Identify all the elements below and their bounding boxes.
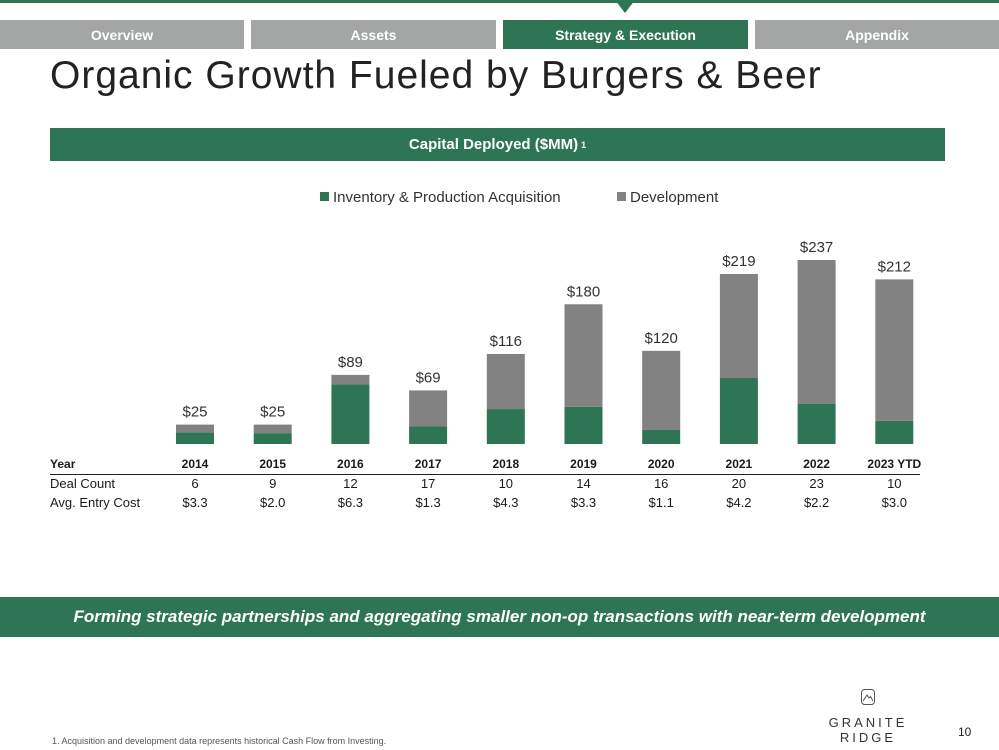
bar-total-label-3: $89 <box>338 354 363 371</box>
bar-total-label-5: $116 <box>490 333 522 350</box>
bar-acquisition-3 <box>331 384 369 444</box>
bar-development-2 <box>254 425 292 434</box>
footnote: 1. Acquisition and development data repr… <box>52 736 386 746</box>
avg-entry-cost-cell: $1.3 <box>383 495 473 510</box>
bar-development-5 <box>487 354 525 409</box>
table-header-label: Year <box>50 457 75 471</box>
legend-label-2: Development <box>630 189 719 206</box>
avg-entry-cost-cell: $4.3 <box>461 495 551 510</box>
year-tick-label: 2022 <box>772 457 862 471</box>
row-label-deal-count: Deal Count <box>50 476 115 491</box>
bar-total-label-9: $237 <box>800 239 833 256</box>
legend-swatch-1 <box>320 192 329 201</box>
bar-total-label-8: $219 <box>722 253 755 270</box>
bar-acquisition-6 <box>565 407 603 444</box>
bar-development-3 <box>331 375 369 384</box>
year-tick-label: 2019 <box>539 457 629 471</box>
avg-entry-cost-cell: $3.0 <box>849 495 939 510</box>
legend-label-1: Inventory & Production Acquisition <box>333 189 561 206</box>
year-tick-label: 2017 <box>383 457 473 471</box>
bar-development-7 <box>642 351 680 430</box>
bar-total-label-1: $25 <box>182 404 207 421</box>
year-tick-label: 2020 <box>616 457 706 471</box>
bar-acquisition-4 <box>409 426 447 444</box>
year-tick-label: 2014 <box>150 457 240 471</box>
strategy-banner: Forming strategic partnerships and aggre… <box>0 597 999 637</box>
bar-development-9 <box>798 260 836 404</box>
year-tick-label: 2015 <box>228 457 318 471</box>
bar-acquisition-2 <box>254 433 292 444</box>
deal-count-cell: 16 <box>616 476 706 491</box>
deal-count-cell: 20 <box>694 476 784 491</box>
bar-acquisition-5 <box>487 409 525 444</box>
bar-total-label-7: $120 <box>645 330 678 347</box>
avg-entry-cost-cell: $4.2 <box>694 495 784 510</box>
company-logo: GRANITE RIDGE <box>818 688 918 745</box>
bar-acquisition-7 <box>642 430 680 444</box>
bar-development-4 <box>409 390 447 426</box>
bar-acquisition-10 <box>875 421 913 444</box>
year-tick-label: 2023 YTD <box>849 457 939 471</box>
capital-deployed-chart: Inventory & Production Acquisition Develo… <box>0 0 999 460</box>
deal-count-cell: 12 <box>305 476 395 491</box>
mountain-icon <box>860 688 876 706</box>
deal-count-cell: 6 <box>150 476 240 491</box>
deal-count-cell: 10 <box>849 476 939 491</box>
deal-count-cell: 9 <box>228 476 318 491</box>
avg-entry-cost-cell: $3.3 <box>150 495 240 510</box>
row-label-avg-entry-cost: Avg. Entry Cost <box>50 495 140 510</box>
bar-total-label-4: $69 <box>416 369 441 386</box>
deal-count-cell: 17 <box>383 476 473 491</box>
bar-development-1 <box>176 425 214 433</box>
bar-acquisition-9 <box>798 404 836 444</box>
legend-swatch-2 <box>617 192 626 201</box>
bar-development-10 <box>875 279 913 420</box>
avg-entry-cost-cell: $2.0 <box>228 495 318 510</box>
logo-text: GRANITE RIDGE <box>818 715 918 745</box>
bar-total-label-10: $212 <box>878 258 911 275</box>
page-number: 10 <box>958 725 971 739</box>
table-header-rule <box>50 474 920 475</box>
bar-total-label-2: $25 <box>260 404 285 421</box>
year-tick-label: 2021 <box>694 457 784 471</box>
year-tick-label: 2016 <box>305 457 395 471</box>
bar-total-label-6: $180 <box>567 283 600 300</box>
bar-acquisition-8 <box>720 378 758 444</box>
deal-count-cell: 14 <box>539 476 629 491</box>
deal-count-cell: 23 <box>772 476 862 491</box>
deal-count-cell: 10 <box>461 476 551 491</box>
year-tick-label: 2018 <box>461 457 551 471</box>
avg-entry-cost-cell: $2.2 <box>772 495 862 510</box>
avg-entry-cost-cell: $1.1 <box>616 495 706 510</box>
bar-development-6 <box>565 304 603 406</box>
avg-entry-cost-cell: $3.3 <box>539 495 629 510</box>
bar-development-8 <box>720 274 758 378</box>
avg-entry-cost-cell: $6.3 <box>305 495 395 510</box>
bar-acquisition-1 <box>176 432 214 444</box>
